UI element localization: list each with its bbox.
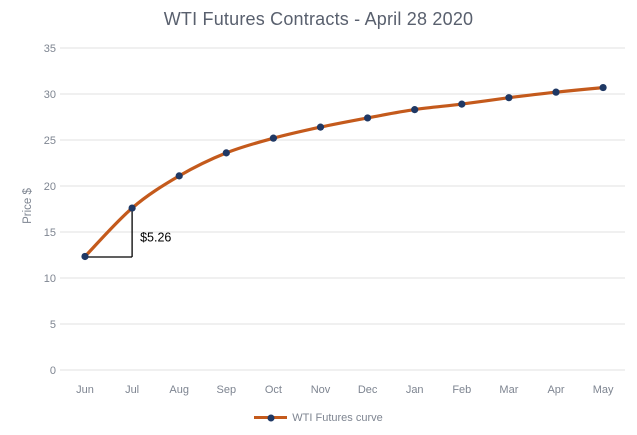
x-tick-label: Feb [452, 384, 471, 396]
y-tick-label: 30 [44, 89, 56, 101]
y-tick-label: 0 [50, 365, 56, 377]
x-tick-label: Oct [265, 384, 282, 396]
data-point-marker-apr [552, 88, 560, 96]
data-point-marker-nov [316, 123, 325, 131]
legend-line-marker-icon [254, 414, 288, 421]
data-point-marker-jan [411, 106, 419, 114]
legend: WTI Futures curve [0, 410, 637, 425]
annotation-label: $5.26 [140, 230, 171, 244]
x-tick-label: Jul [125, 384, 139, 396]
chart-title: WTI Futures Contracts - April 28 2020 [163, 9, 474, 29]
data-point-marker-mar [505, 94, 513, 102]
legend-label: WTI Futures curve [292, 411, 383, 424]
x-tick-label: Mar [499, 384, 518, 396]
y-axis-title: Price $ [22, 188, 34, 224]
data-point-marker-may [599, 83, 607, 92]
data-point-marker-sep [222, 149, 230, 157]
x-tick-label: Jun [76, 384, 94, 396]
data-point-marker-jun [81, 252, 89, 261]
y-tick-label: 10 [44, 273, 56, 285]
data-point-marker-feb [458, 100, 466, 108]
y-tick-label: 5 [50, 319, 56, 331]
x-tick-label: Apr [547, 384, 564, 396]
y-tick-label: 25 [44, 135, 56, 147]
y-tick-label: 15 [44, 227, 56, 239]
y-tick-label: 35 [44, 43, 56, 55]
data-point-marker-dec [364, 114, 372, 122]
legend-point-icon [267, 414, 275, 421]
data-point-marker-oct [269, 134, 277, 142]
x-tick-label: Sep [217, 384, 237, 396]
data-point-marker-aug [175, 172, 183, 180]
y-tick-label: 20 [44, 181, 56, 193]
data-point-marker-jul [128, 204, 136, 212]
x-tick-label: Jan [406, 384, 424, 396]
x-tick-label: Nov [311, 384, 331, 396]
x-tick-label: Dec [358, 384, 378, 396]
x-tick-label: May [593, 384, 614, 396]
x-tick-label: Aug [169, 384, 189, 396]
